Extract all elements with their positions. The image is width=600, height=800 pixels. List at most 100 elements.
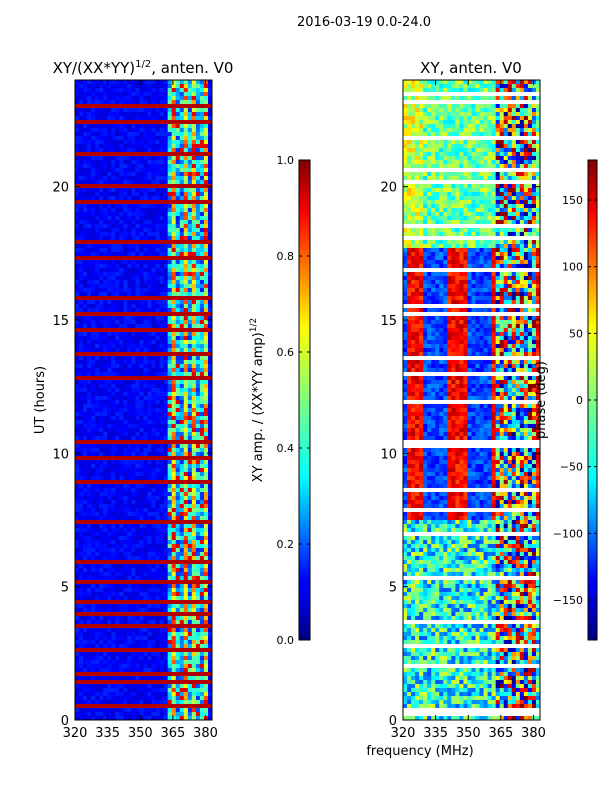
heatmap-cell [203, 348, 209, 353]
heatmap-cell [151, 576, 156, 581]
heatmap-cell [187, 96, 193, 101]
heatmap-cell [91, 244, 96, 249]
heatmap-cell [139, 264, 144, 269]
heatmap-cell [99, 92, 104, 97]
heatmap-cell [123, 572, 128, 577]
heatmap-cell [167, 252, 173, 257]
heatmap-cell [155, 608, 161, 613]
heatmap-cell [95, 80, 100, 85]
heatmap-cell [147, 184, 152, 189]
heatmap-cell [175, 304, 181, 309]
heatmap-cell [107, 216, 112, 221]
heatmap-cell [171, 484, 177, 489]
heatmap-cell [187, 180, 193, 185]
heatmap-cell [179, 152, 185, 157]
heatmap-cell [103, 280, 108, 285]
heatmap-cell [79, 96, 84, 101]
heatmap-cell [203, 512, 209, 517]
heatmap-cell [195, 372, 201, 377]
heatmap-cell [115, 428, 120, 433]
heatmap-cell [83, 484, 88, 489]
heatmap-cell [127, 492, 132, 497]
heatmap-cell [179, 440, 185, 445]
heatmap-cell [127, 388, 132, 393]
heatmap-cell [195, 256, 201, 261]
heatmap-cell [159, 316, 165, 321]
heatmap-cell [75, 388, 80, 393]
heatmap-cell [127, 164, 132, 169]
heatmap-cell [91, 584, 96, 589]
heatmap-cell [103, 124, 108, 129]
heatmap-cell [163, 92, 169, 97]
heatmap-cell [107, 580, 112, 585]
heatmap-cell [119, 636, 124, 641]
heatmap-cell [187, 484, 193, 489]
heatmap-cell [183, 448, 189, 453]
heatmap-cell [123, 372, 128, 377]
heatmap-cell [151, 528, 156, 533]
heatmap-cell [143, 104, 148, 109]
heatmap-cell [87, 396, 92, 401]
heatmap-cell [159, 116, 165, 121]
heatmap-cell [91, 652, 96, 657]
heatmap-cell [123, 108, 128, 113]
heatmap-cell [179, 132, 185, 137]
heatmap-cell [99, 228, 104, 233]
heatmap-cell [207, 548, 213, 553]
heatmap-cell [147, 456, 152, 461]
heatmap-cell [179, 536, 185, 541]
heatmap-cell [159, 556, 165, 561]
heatmap-cell [103, 624, 108, 629]
heatmap-cell [119, 176, 124, 181]
heatmap-cell [119, 84, 124, 89]
heatmap-cell [115, 188, 120, 193]
heatmap-cell [143, 372, 148, 377]
heatmap-cell [191, 656, 197, 661]
heatmap-cell [123, 280, 128, 285]
heatmap-cell [163, 496, 169, 501]
heatmap-cell [91, 512, 96, 517]
heatmap-cell [139, 452, 144, 457]
heatmap-cell [91, 288, 96, 293]
heatmap-cell [203, 660, 209, 665]
heatmap-cell [135, 296, 140, 301]
heatmap-cell [199, 520, 205, 525]
heatmap-cell [83, 612, 88, 617]
heatmap-cell [163, 584, 169, 589]
heatmap-cell [115, 600, 120, 605]
heatmap-cell [191, 660, 197, 665]
heatmap-cell [139, 576, 144, 581]
heatmap-cell [75, 264, 80, 269]
heatmap-cell [159, 484, 165, 489]
heatmap-cell [95, 436, 100, 441]
heatmap-cell [103, 364, 108, 369]
heatmap-cell [163, 476, 169, 481]
heatmap-cell [167, 600, 173, 605]
heatmap-cell [163, 296, 169, 301]
heatmap-cell [91, 500, 96, 505]
heatmap-cell [195, 308, 201, 313]
heatmap-cell [123, 216, 128, 221]
heatmap-cell [79, 216, 84, 221]
heatmap-cell [139, 412, 144, 417]
heatmap-cell [187, 624, 193, 629]
heatmap-cell [79, 600, 84, 605]
heatmap-cell [167, 408, 173, 413]
heatmap-cell [163, 312, 169, 317]
heatmap-cell [135, 448, 140, 453]
heatmap-cell [95, 456, 100, 461]
heatmap-cell [147, 432, 152, 437]
heatmap-cell [119, 416, 124, 421]
heatmap-cell [135, 364, 140, 369]
heatmap-cell [203, 184, 209, 189]
heatmap-cell [179, 432, 185, 437]
heatmap-cell [87, 560, 92, 565]
heatmap-cell [195, 436, 201, 441]
heatmap-cell [107, 92, 112, 97]
heatmap-cell [115, 216, 120, 221]
heatmap-cell [191, 516, 197, 521]
heatmap-cell [127, 432, 132, 437]
heatmap-cell [147, 352, 152, 357]
heatmap-cell [175, 296, 181, 301]
heatmap-cell [135, 656, 140, 661]
